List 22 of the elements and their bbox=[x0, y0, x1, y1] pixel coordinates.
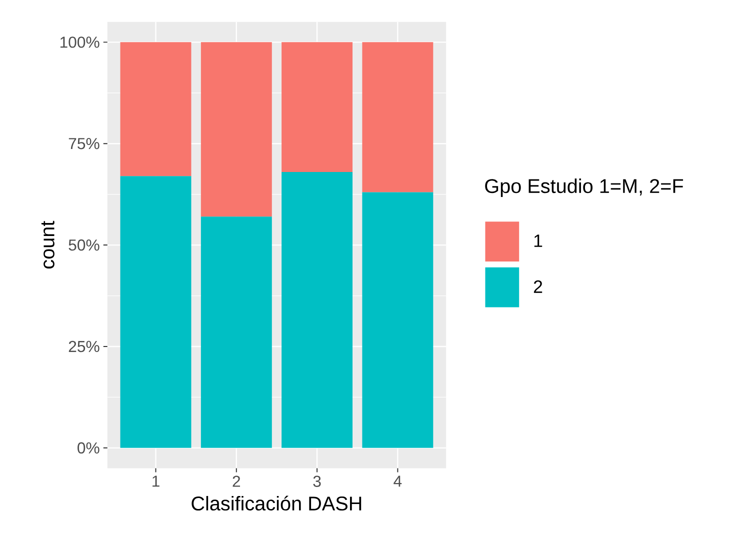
y-tick-label: 75% bbox=[68, 138, 100, 150]
y-tick-label: 100% bbox=[60, 36, 100, 48]
x-tick-label: 2 bbox=[232, 476, 240, 487]
x-tick-label: 3 bbox=[313, 476, 321, 487]
y-tick-label: 50% bbox=[68, 239, 100, 251]
legend-label: 2 bbox=[534, 280, 542, 293]
x-tick-label: 1 bbox=[152, 476, 160, 487]
y-tick-label: 0% bbox=[78, 442, 100, 454]
bar bbox=[282, 42, 353, 172]
y-tick-label: 25% bbox=[68, 340, 100, 352]
legend-title: Gpo Estudio 1=M, 2=F bbox=[485, 178, 684, 198]
bar bbox=[200, 216, 272, 448]
bar bbox=[120, 42, 192, 176]
bar bbox=[362, 192, 434, 448]
bar bbox=[282, 172, 353, 448]
y-axis-title: count bbox=[41, 220, 54, 269]
bar bbox=[120, 176, 192, 448]
x-tick-label: 4 bbox=[394, 476, 402, 487]
bar bbox=[200, 42, 272, 217]
bar bbox=[362, 42, 434, 192]
x-axis-title: Clasificación DASH bbox=[192, 496, 362, 511]
legend-label: 1 bbox=[534, 234, 542, 247]
